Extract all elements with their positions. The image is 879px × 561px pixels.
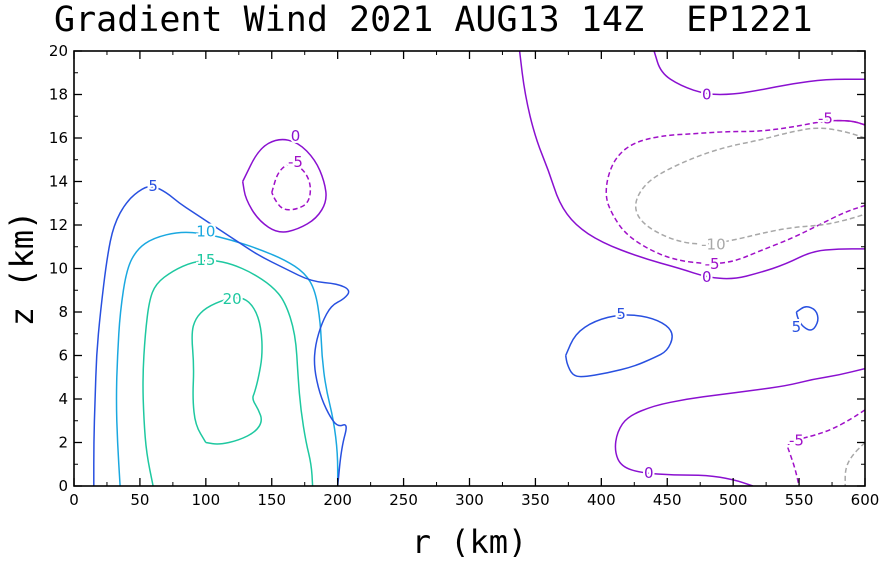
contour-line-1 — [142, 259, 314, 486]
contour-label-4: 0 — [291, 127, 301, 145]
plot-frame — [73, 50, 866, 487]
y-tick-label: 16 — [49, 129, 68, 147]
contour-label-1: 15 — [196, 251, 215, 269]
y-tick-label: 4 — [58, 390, 68, 408]
contour-label-6: 5 — [616, 305, 626, 323]
contour-line-15 — [844, 441, 865, 486]
contour-line-7 — [795, 306, 819, 331]
contour-line-0 — [191, 296, 263, 445]
x-tick-label: 50 — [130, 491, 149, 509]
contour-line-8 — [518, 51, 865, 280]
x-tick-label: 100 — [192, 491, 221, 509]
contour-line-5 — [271, 163, 312, 211]
contour-line-6 — [564, 314, 673, 378]
contour-label-5: -5 — [288, 153, 303, 171]
contour-line-3 — [93, 185, 350, 486]
x-tick-label: 600 — [851, 491, 879, 509]
contour-label-11: -5 — [818, 109, 833, 127]
contour-line-9 — [653, 51, 865, 96]
contour-label-7: 5 — [792, 318, 802, 336]
y-axis: 0 2 4 6 8 10 12 14 16 18 20 — [49, 42, 865, 495]
y-tick-label: 10 — [49, 260, 68, 278]
contour-line-13 — [614, 367, 865, 486]
x-tick-label: 150 — [257, 491, 286, 509]
x-axis-label: r (km) — [412, 523, 528, 561]
x-tick-label: 200 — [323, 491, 352, 509]
contour-line-12 — [634, 127, 865, 245]
contour-label-8: 0 — [702, 268, 712, 286]
x-tick-label: 450 — [653, 491, 682, 509]
y-tick-label: 12 — [49, 216, 68, 234]
contour-line-14 — [786, 409, 865, 486]
x-tick-label: 350 — [521, 491, 550, 509]
y-tick-label: 18 — [49, 86, 68, 104]
y-tick-label: 6 — [58, 347, 68, 365]
contour-label-10: -5 — [705, 255, 720, 273]
y-tick-label: 14 — [49, 173, 68, 191]
x-tick-label: 550 — [785, 491, 814, 509]
y-tick-label: 8 — [58, 303, 68, 321]
contour-label-9: 0 — [702, 86, 712, 104]
y-tick-label: 2 — [58, 434, 68, 452]
y-axis-label: z (km) — [3, 211, 41, 327]
contour-label-0: 20 — [223, 290, 242, 308]
y-tick-label: 0 — [58, 477, 68, 495]
x-tick-label: 500 — [719, 491, 748, 509]
contour-label-14: -5 — [789, 431, 804, 449]
contour-line-10 — [605, 119, 865, 265]
x-tick-label: 0 — [69, 491, 79, 509]
contour-label-13: 0 — [644, 464, 654, 482]
contour-line-4 — [241, 138, 327, 233]
contour-label-3: 5 — [148, 177, 158, 195]
x-tick-label: 250 — [389, 491, 418, 509]
y-tick-label: 20 — [49, 42, 68, 60]
contour-label-2: 10 — [196, 223, 215, 241]
chart-title: Gradient Wind 2021 AUG13 14Z EP1221 — [54, 0, 813, 40]
contour-line-2 — [115, 231, 339, 486]
x-tick-label: 300 — [455, 491, 484, 509]
x-tick-label: 400 — [587, 491, 616, 509]
x-axis: 0 50 100 150 200 250 300 350 400 450 500 550 600 — [69, 51, 879, 509]
contour-label-12: -10 — [701, 236, 726, 254]
contour-lines — [93, 51, 865, 486]
